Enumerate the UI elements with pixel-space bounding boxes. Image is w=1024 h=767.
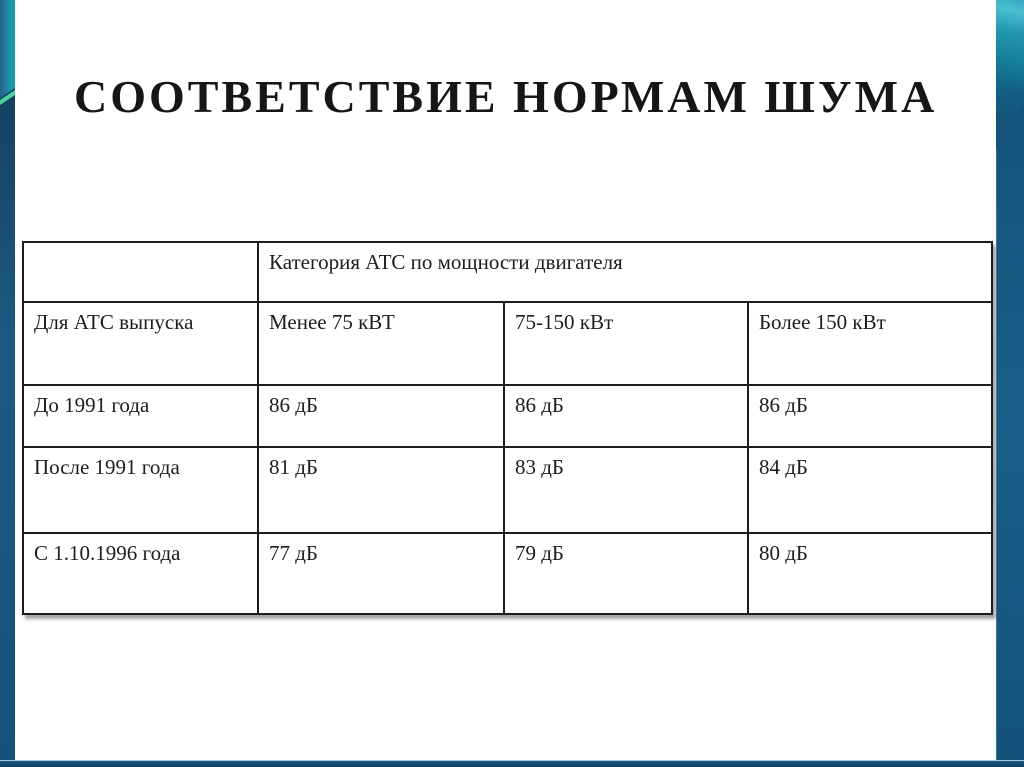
- row-label-cell: До 1991 года: [22, 384, 259, 448]
- col-header-cell: 75-150 кВт: [503, 301, 749, 386]
- bottom-decoration-strip: [0, 760, 1024, 767]
- row-header-cell: Для АТС выпуска: [22, 301, 259, 386]
- table-row: До 1991 года 86 дБ 86 дБ 86 дБ: [22, 384, 994, 448]
- row-label-cell: После 1991 года: [22, 446, 259, 534]
- value-cell: 81 дБ: [257, 446, 505, 534]
- noise-standards-table: Категория АТС по мощности двигателя Для …: [22, 241, 994, 615]
- value-cell: 83 дБ: [503, 446, 749, 534]
- table-row: С 1.10.1996 года 77 дБ 79 дБ 80 дБ: [22, 532, 994, 615]
- value-cell: 86 дБ: [257, 384, 505, 448]
- left-decoration-band: [0, 0, 15, 767]
- table-row: После 1991 года 81 дБ 83 дБ 84 дБ: [22, 446, 994, 534]
- col-header-cell: Менее 75 кВТ: [257, 301, 505, 386]
- col-header-cell: Более 150 кВт: [746, 301, 994, 386]
- value-cell: 80 дБ: [746, 532, 994, 615]
- table-row: Категория АТС по мощности двигателя: [22, 241, 994, 303]
- row-label-cell: С 1.10.1996 года: [22, 532, 259, 615]
- left-band-teal-wedge: [0, 0, 15, 98]
- value-cell: 77 дБ: [257, 532, 505, 615]
- table-row: Для АТС выпуска Менее 75 кВТ 75-150 кВт …: [22, 301, 994, 386]
- value-cell: 79 дБ: [503, 532, 749, 615]
- value-cell: 86 дБ: [503, 384, 749, 448]
- corner-cell: [22, 241, 259, 303]
- value-cell: 86 дБ: [746, 384, 994, 448]
- merged-header-cell: Категория АТС по мощности двигателя: [256, 241, 994, 303]
- page-title: СООТВЕТСТВИЕ НОРМАМ ШУМА: [74, 71, 938, 122]
- value-cell: 84 дБ: [746, 446, 994, 534]
